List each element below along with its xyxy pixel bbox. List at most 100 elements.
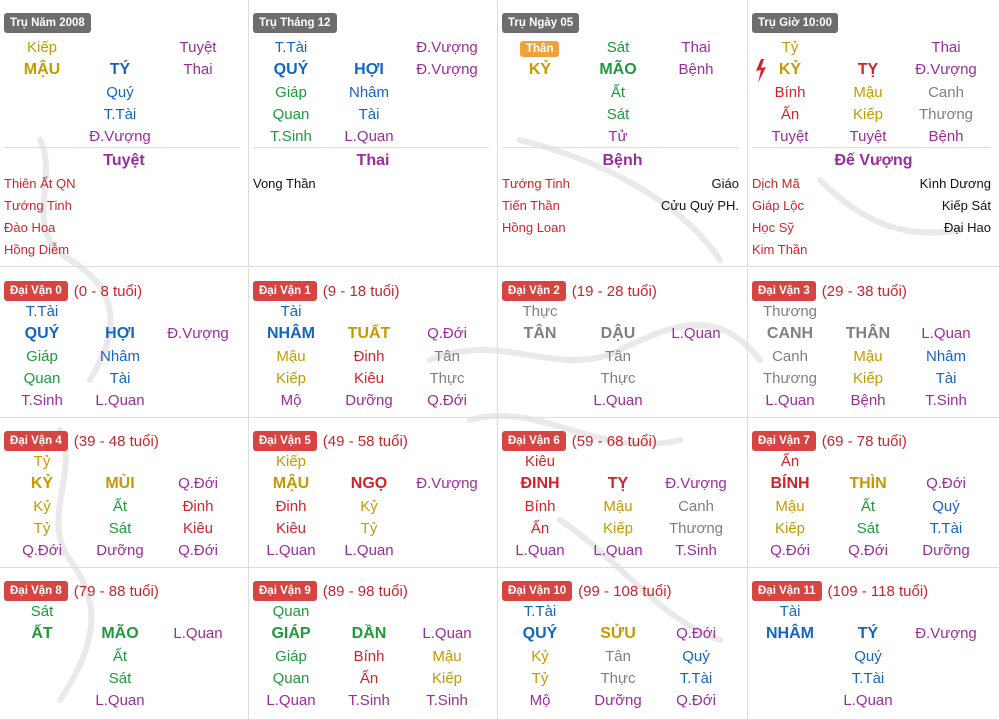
luck-cycle-cell: Đại Vận 0 (0 - 8 tuổi) T.Tài QUÝ HỢI Đ.Vượng G… [0,268,249,418]
cell-value: Kiếp [275,369,307,387]
earthly-branch: MÃO [101,625,139,643]
cell-row-4: Sát [0,668,248,690]
star-row: Thiên Ất QN [4,173,240,195]
cell-value: Q.Đới [178,542,218,560]
cell-row-5: L.Quan Bệnh T.Sinh [748,390,999,412]
cell-row-3: Ất [0,646,248,668]
cell-row-1: T.Tài [498,601,747,623]
cell-row-5: L.Quan [498,390,747,412]
cell-row-3: Kỷ Tân Quý [498,646,747,668]
cell-value: Mậu [432,647,462,665]
section-divider [502,147,739,148]
cell-row-1: T.Tài Đ.Vượng [249,37,497,59]
cell-value: Đ.Vượng [416,39,478,56]
earthly-branch: MÙI [105,475,135,493]
luck-cycle-header: Đại Vận 9 (89 - 98 tuổi) [253,580,408,602]
cell-row-2: MẬU TÝ Thai [0,59,248,81]
cell-row-1: T.Tài [0,301,248,323]
cell-value: L.Quan [344,542,394,560]
cell-row-5: L.Quan L.Quan [249,540,497,562]
cell-value: Bệnh [678,61,714,79]
cell-row-2: QUÝ SỬU Q.Đới [498,623,747,645]
cell-value: Q.Đới [676,692,716,710]
age-range: (19 - 28 tuổi) [571,282,657,300]
cell-value: Kiếp [774,519,806,537]
pillar-label-badge: Trụ Tháng 12 [253,13,337,33]
luck-cycle-cell: Đại Vận 6 (59 - 68 tuổi) Kiêu ĐINH TỴ Đ.Vượng… [498,418,748,568]
cell-value: Thai [183,61,213,79]
lightning-icon [756,59,766,83]
cell-value: Q.Đới [848,542,888,560]
cell-value: Bệnh [928,128,964,146]
luck-cycle-header: Đại Vận 7 (69 - 78 tuổi) [752,430,907,452]
cell-value: Tài [280,303,302,320]
cell-value: Ấn [530,519,550,537]
luck-cycle-header: Đại Vận 3 (29 - 38 tuổi) [752,280,907,302]
cell-row-1: Kiêu [498,451,747,473]
cell-value: Đ.Vượng [167,325,229,343]
cell-value: Mộ [529,692,551,710]
cell-value: Bệnh [850,392,886,410]
cell-row-1: Kiếp [249,451,497,473]
than-badge: Thân [520,41,560,57]
heavenly-stem: CANH [766,325,814,343]
luck-cycle-header: Đại Vận 10 (99 - 108 tuổi) [502,580,672,602]
cell-value: Ấn [359,669,379,687]
luck-cycle-header: Đại Vận 5 (49 - 58 tuổi) [253,430,408,452]
cell-value: Đ.Vượng [89,128,151,146]
cell-value: Bính [524,497,556,515]
cell-value: Tuyệt [179,39,217,56]
pillar-header: Trụ Ngày 05 [502,12,580,34]
cell-value: Mậu [276,347,306,365]
earthly-branch: TỴ [607,475,629,493]
cell-value: Tân [605,647,631,665]
cell-value: Quý [932,497,960,515]
cell-row-5: L.Quan L.Quan T.Sinh [498,540,747,562]
life-stage-label: Tuyệt [103,152,145,169]
cell-value: T.Sinh [675,542,717,560]
star-auspicious: Hồng Loan [502,220,566,235]
heavenly-stem: MẬU [23,61,61,79]
cell-value: L.Quan [266,692,316,710]
cell-value: L.Quan [593,542,643,560]
cell-row-1: Tỷ [0,451,248,473]
heavenly-stem: QUÝ [522,625,558,643]
cell-value: T.Tài [274,39,308,56]
cell-value: Q.Đới [427,392,467,410]
cell-value: Sát [108,669,132,687]
cell-value: Dưỡng [345,392,393,410]
cell-value: Kỷ [531,647,549,665]
cell-value: Tỷ [781,39,799,56]
heavenly-stem: NHÂM [267,325,315,343]
earthly-branch: THÌN [849,475,887,493]
cell-row-2: KỶ TỴ Đ.Vượng [748,59,999,81]
cell-row-2: GIÁP DẦN L.Quan [249,623,497,645]
cell-value: Ất [860,497,876,515]
cell-value: Q.Đới [22,542,62,560]
luck-cycle-badge: Đại Vận 4 [4,431,68,451]
cell-value: Thực [600,369,636,387]
cell-value: T.Sinh [270,128,312,146]
cell-row-4: Kiêu Tỷ [249,518,497,540]
luck-cycle-header: Đại Vận 11 (109 - 118 tuổi) [752,580,928,602]
star-auspicious: Tướng Tinh [502,176,570,191]
cell-value: Sát [30,603,54,620]
luck-cycle-badge: Đại Vận 7 [752,431,816,451]
cell-value: Mậu [853,347,883,365]
life-stage-label: Thai [356,152,390,169]
cell-value: Quan [272,105,310,123]
stars-list: Vong Thần [253,173,489,195]
cell-value: T.Tài [679,669,713,687]
cell-row-1: Tài [748,601,999,623]
cell-value: Tỷ [33,453,51,470]
section-divider [752,147,991,148]
cell-value: Canh [772,347,808,365]
cell-row-2: CANH THÂN L.Quan [748,323,999,345]
cell-row-4: Thực [498,368,747,390]
cell-value: Thực [522,303,558,320]
earthly-branch: THÂN [845,325,891,343]
luck-cycle-cell: Đại Vận 7 (69 - 78 tuổi) Ấn BÍNH THÌN Q.Đới Mậ… [748,418,999,568]
section-divider [4,147,240,148]
heavenly-stem: QUÝ [24,325,60,343]
cell-row-2: TÂN DẬU L.Quan [498,323,747,345]
